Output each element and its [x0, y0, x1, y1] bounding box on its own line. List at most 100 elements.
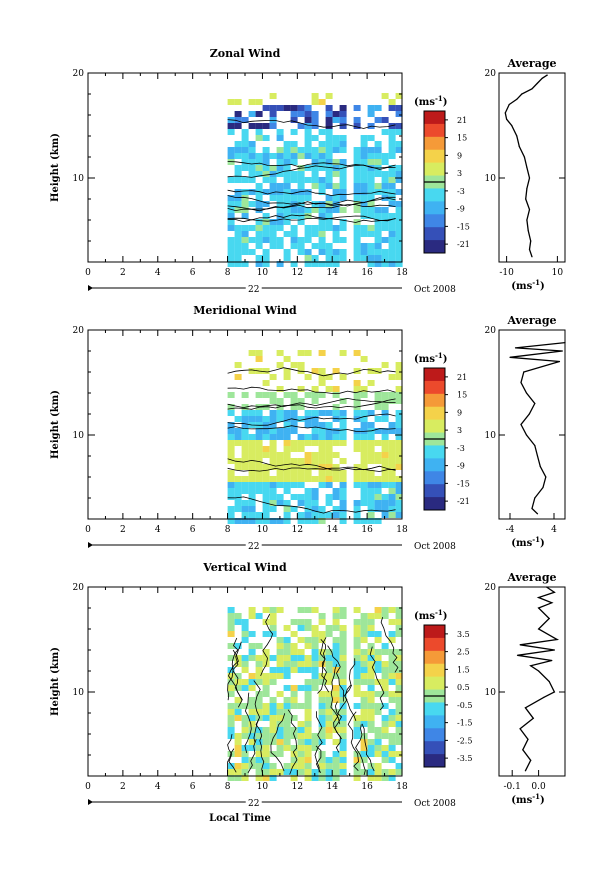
heatmap-cell: [276, 434, 284, 440]
heatmap-cell: [332, 512, 340, 518]
heatmap-cell: [353, 231, 361, 237]
chart-title: Meridional Wind: [193, 304, 297, 317]
profile-point: [522, 749, 524, 751]
heatmap-cell: [227, 721, 235, 727]
heatmap-cell: [395, 141, 403, 147]
heatmap-cell: [325, 171, 333, 177]
profile-point: [541, 77, 543, 79]
profile-point: [564, 342, 566, 344]
profile-point: [528, 177, 531, 179]
heatmap-cell: [318, 183, 326, 189]
heatmap-cell: [269, 697, 277, 703]
heatmap-cell: [311, 231, 319, 237]
heatmap-cell: [395, 607, 403, 613]
heatmap-cell: [388, 177, 396, 183]
heatmap-cell: [262, 655, 270, 661]
heatmap-cell: [304, 625, 312, 631]
heatmap-cell: [248, 709, 256, 715]
heatmap-cell: [339, 757, 347, 763]
heatmap-cell: [332, 434, 340, 440]
heatmap-cell: [255, 153, 263, 159]
heatmap-cell: [374, 745, 382, 751]
heatmap-cell: [325, 135, 333, 141]
heatmap-cell: [318, 231, 326, 237]
heatmap-cell: [262, 739, 270, 745]
heatmap-cell: [381, 440, 389, 446]
heatmap-cell: [234, 482, 242, 488]
heatmap-cell: [304, 225, 312, 231]
heatmap-cell: [381, 219, 389, 225]
heatmap-cell: [276, 416, 284, 422]
heatmap-cell: [360, 697, 368, 703]
heatmap-cell: [367, 171, 375, 177]
heatmap-cell: [374, 739, 382, 745]
heatmap-cell: [374, 213, 382, 219]
heatmap-cell: [262, 685, 270, 691]
heatmap-cell: [311, 488, 319, 494]
heatmap-cell: [388, 637, 396, 643]
y-tick-label: 10: [73, 688, 85, 698]
heatmap-cell: [332, 261, 340, 267]
heatmap-cell: [276, 751, 284, 757]
heatmap-cell: [318, 446, 326, 452]
heatmap-cell: [388, 751, 396, 757]
heatmap-cell: [262, 715, 270, 721]
heatmap-cell: [360, 625, 368, 631]
heatmap-cell: [332, 201, 340, 207]
heatmap-cell: [318, 177, 326, 183]
heatmap-cell: [234, 362, 242, 368]
heatmap-cell: [248, 697, 256, 703]
heatmap-cell: [304, 434, 312, 440]
heatmap-cell: [248, 655, 256, 661]
heatmap-cell: [297, 207, 305, 213]
heatmap-cell: [248, 434, 256, 440]
colorbar-segment: [424, 497, 445, 511]
heatmap-cell: [262, 177, 270, 183]
heatmap-cell: [395, 129, 403, 135]
heatmap-cell: [360, 482, 368, 488]
unit-exponent: -1: [435, 608, 443, 617]
heatmap-cell: [325, 500, 333, 506]
heatmap-cell: [311, 386, 319, 392]
colorbar-tick-label: -15: [457, 222, 470, 231]
heatmap-cell: [297, 661, 305, 667]
heatmap-cell: [395, 93, 403, 99]
heatmap-cell: [255, 201, 263, 207]
heatmap-cell: [381, 715, 389, 721]
heatmap-cell: [241, 201, 249, 207]
colorbar-unit: (ms-1): [414, 351, 447, 365]
heatmap-cell: [269, 446, 277, 452]
heatmap-cell: [374, 649, 382, 655]
date-day: 22: [248, 542, 259, 552]
x-tick-label: 14: [326, 782, 338, 792]
heatmap-cell: [339, 667, 347, 673]
heatmap-cell: [367, 655, 375, 661]
colorbar-unit: (ms-1): [414, 608, 447, 622]
colorbar-segment: [424, 149, 445, 164]
colorbar-tick-label: -0.5: [457, 701, 472, 710]
heatmap-cell: [388, 709, 396, 715]
x-tick-label: 0: [85, 782, 91, 792]
heatmap-cell: [318, 775, 326, 781]
heatmap-cell: [262, 482, 270, 488]
heatmap-cells: [227, 93, 403, 267]
heatmap-cell: [325, 177, 333, 183]
heatmap-cell: [248, 500, 256, 506]
heatmap-cell: [262, 392, 270, 398]
heatmap-cell: [290, 195, 298, 201]
heatmap-cell: [290, 470, 298, 476]
heatmap-cell: [227, 613, 235, 619]
heatmap-cell: [290, 619, 298, 625]
colorbar-segment: [424, 227, 445, 241]
colorbar-segment: [424, 123, 445, 138]
profile-point: [519, 728, 521, 730]
heatmap-cell: [297, 153, 305, 159]
heatmap-cell: [248, 488, 256, 494]
heatmap-cell: [332, 386, 340, 392]
heatmap-cell: [234, 763, 242, 769]
unit-close: ): [443, 354, 448, 365]
heatmap-cell: [304, 769, 312, 775]
heatmap-cell: [234, 416, 242, 422]
heatmap-cell: [395, 673, 403, 679]
heatmap-cell: [255, 763, 263, 769]
